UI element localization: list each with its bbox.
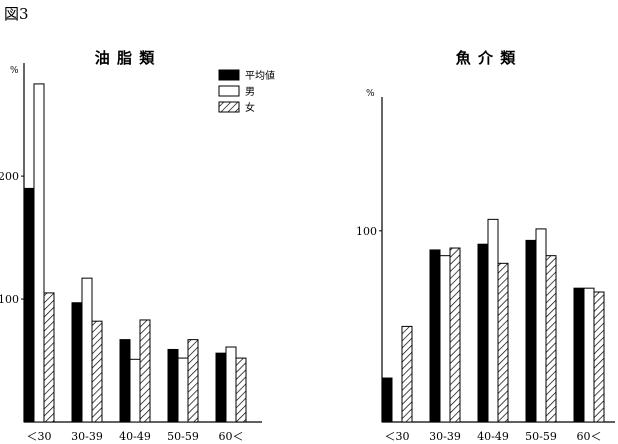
chart-oil-fat: 油 脂 類% 100 200 ＜30 30-39 40-49 50-59 60＜ [0, 49, 262, 443]
x-tick-label: 60＜ [219, 430, 244, 443]
bar-average [215, 352, 227, 423]
y-tick-label: 100 [0, 293, 19, 306]
bar-male [487, 218, 499, 423]
bar-female [187, 339, 199, 423]
chart-seafood: 魚 介 類% 100 ＜30 30-39 40-49 50-59 60＜ [356, 49, 615, 443]
bar-average [119, 339, 131, 423]
bar-average [71, 302, 83, 423]
chart-title: 油 脂 類 [95, 49, 155, 67]
bar-female [43, 292, 55, 423]
bar-average [381, 377, 393, 423]
bar-male [583, 287, 595, 423]
bar-female [497, 262, 509, 423]
bar-male [81, 277, 93, 423]
x-tick-label: 50-59 [525, 430, 557, 443]
legend-label: 平均値 [245, 69, 275, 82]
bar-average [23, 187, 35, 423]
legend-swatch-open [218, 85, 240, 97]
x-tick-label: ＜30 [385, 430, 410, 443]
chart-title: 魚 介 類 [456, 49, 516, 67]
y-tick-label: 100 [356, 225, 377, 238]
bar-male [225, 346, 237, 423]
bar-male [535, 228, 547, 423]
y-unit-label: % [10, 66, 19, 76]
figure-label: 図3 [4, 5, 29, 23]
x-tick-label: 60＜ [577, 430, 602, 443]
y-unit-label: % [366, 89, 375, 99]
x-tick-label: 40-49 [119, 430, 151, 443]
bar-average [167, 348, 179, 423]
x-tick-label: 30-39 [429, 430, 461, 443]
bar-male [129, 358, 141, 423]
bar-female [401, 325, 413, 423]
bar-average [525, 239, 537, 423]
legend-label: 女 [245, 101, 255, 114]
bar-male [33, 83, 45, 423]
legend-label: 男 [245, 86, 255, 98]
bar-male [177, 357, 189, 423]
bar-average [429, 249, 441, 423]
bar-female [91, 320, 103, 423]
x-tick-label: 40-49 [477, 430, 509, 443]
x-tick-label: 30-39 [71, 430, 103, 443]
x-tick-label: 50-59 [167, 430, 199, 443]
bar-male [439, 255, 451, 423]
bar-female [235, 357, 247, 423]
bar-female [139, 319, 151, 423]
legend-swatch-solid [218, 69, 240, 81]
x-tick-label: ＜30 [27, 430, 52, 443]
y-tick-label: 200 [0, 170, 19, 183]
bar-female [593, 291, 605, 423]
bar-female [449, 247, 461, 423]
bar-female [545, 255, 557, 423]
bar-average [477, 243, 489, 423]
bar-average [573, 287, 585, 423]
legend-swatch-hatched [218, 101, 240, 113]
